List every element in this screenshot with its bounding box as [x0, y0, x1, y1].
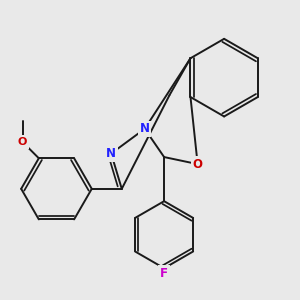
Text: N: N	[140, 122, 150, 135]
Text: O: O	[193, 158, 202, 171]
Text: N: N	[106, 147, 116, 160]
Text: F: F	[160, 267, 168, 280]
Text: O: O	[18, 137, 27, 147]
